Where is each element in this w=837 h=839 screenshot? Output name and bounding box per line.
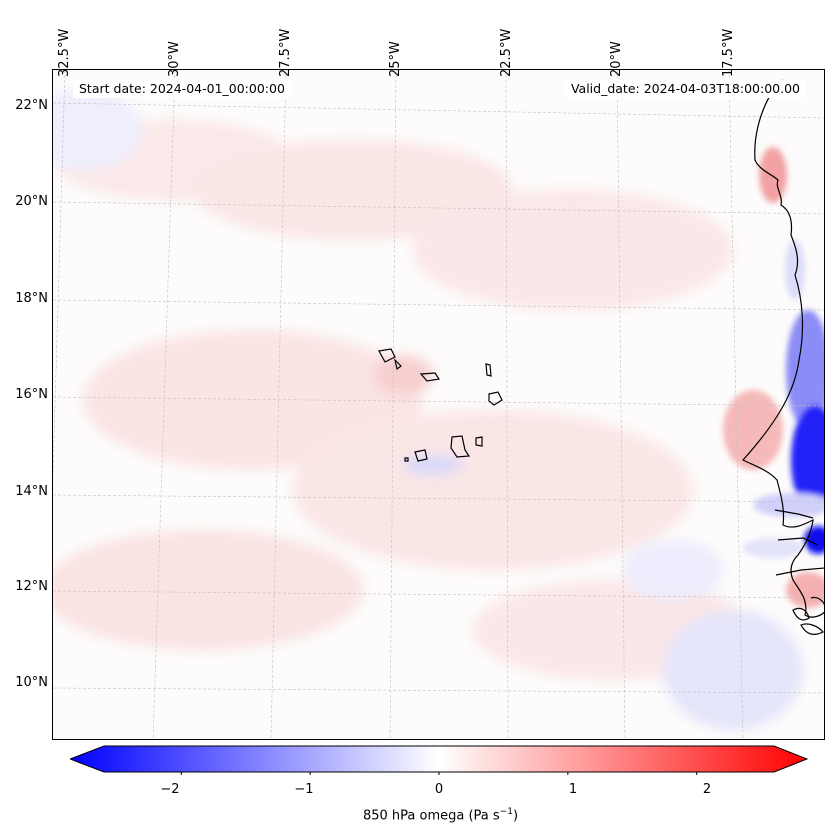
lat-label-20n: 20°N [15, 194, 48, 209]
lat-label-12n: 12°N [15, 579, 48, 594]
colorbar-label-close: ) [512, 808, 519, 824]
coastline [378, 79, 824, 636]
lon-label-20w: 20°W [609, 41, 624, 77]
colorbar-label-exponent: −1 [499, 807, 513, 817]
lat-label-14n: 14°N [15, 484, 48, 499]
omega-field-shading [53, 90, 803, 730]
valid-date-label: Valid_date: 2024-04-03T18:00:00.00 [564, 80, 806, 98]
colorbar-tick-minus-1: −1 [294, 782, 314, 797]
graticule [53, 70, 824, 739]
colorbar-label: 850 hPa omega (Pa s−1) [0, 807, 837, 823]
lon-label-32-5w: 32.5°W [57, 28, 72, 77]
lon-label-25w: 25°W [388, 41, 403, 77]
colorbar-label-text: 850 hPa omega (Pa s [362, 808, 500, 824]
lat-label-22n: 22°N [15, 98, 48, 113]
colorbar-tick-1: 1 [568, 782, 578, 797]
colorbar [70, 745, 808, 775]
lon-label-17-5w: 17.5°W [721, 28, 736, 77]
omega-field-map [53, 70, 824, 739]
colorbar-tick-2: 2 [702, 782, 712, 797]
lon-label-27-5w: 27.5°W [278, 28, 293, 77]
map-panel: Start date: 2024-04-01_00:00:00 Valid_da… [52, 69, 825, 740]
colorbar-tick-minus-2: −2 [160, 782, 180, 797]
lon-label-22-5w: 22.5°W [499, 28, 514, 77]
coastal-omega-features [723, 147, 824, 608]
colorbar-gradient [70, 745, 808, 773]
lat-label-10n: 10°N [15, 675, 48, 690]
start-date-label: Start date: 2024-04-01_00:00:00 [73, 80, 291, 98]
lat-label-16n: 16°N [15, 387, 48, 402]
lat-label-18n: 18°N [15, 291, 48, 306]
colorbar-tick-0: 0 [434, 782, 444, 797]
lon-label-30w: 30°W [167, 41, 182, 77]
colorbar-tickmarks [180, 772, 698, 775]
